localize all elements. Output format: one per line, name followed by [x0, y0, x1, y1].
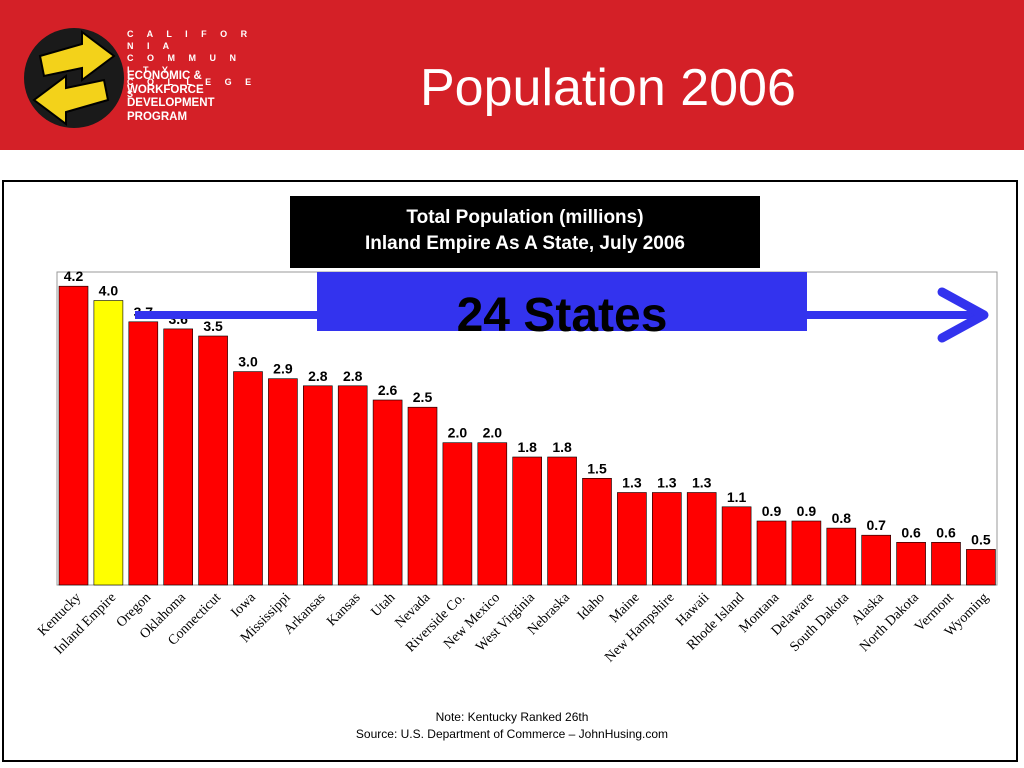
- footnote: Note: Kentucky Ranked 26th: [435, 710, 589, 724]
- value-label: 0.6: [936, 524, 956, 540]
- chart-title-line1: Total Population (millions): [406, 207, 644, 228]
- bar-vermont: [931, 541, 961, 586]
- bar-delaware: [791, 520, 822, 586]
- bar-oklahoma: [163, 328, 193, 586]
- logo-org-text: C A L I F O R N I A C O M M U N I T Y C …: [127, 29, 257, 99]
- value-label: 0.5: [971, 531, 991, 547]
- bar-inland-empire: [93, 300, 124, 586]
- value-label: 1.3: [692, 475, 712, 491]
- value-label: 0.6: [901, 524, 921, 540]
- chart-frame: [2, 180, 1018, 762]
- value-label: 0.9: [762, 503, 782, 519]
- value-label: 0.9: [797, 503, 817, 519]
- bar-hawaii: [686, 492, 717, 586]
- category-label: Iowa: [228, 590, 259, 621]
- value-label: 4.0: [99, 283, 119, 299]
- bar-new-mexico: [477, 442, 508, 586]
- source-citation: Source: U.S. Department of Commerce – Jo…: [355, 727, 669, 741]
- value-label: 3.5: [203, 318, 223, 334]
- bar-new-hampshire: [651, 492, 682, 586]
- bar-nevada: [407, 406, 438, 586]
- value-label: 2.5: [413, 389, 433, 405]
- value-label: 1.1: [727, 489, 747, 505]
- bar-connecticut: [198, 335, 228, 586]
- bar-west-virginia: [512, 456, 543, 586]
- value-label: 0.8: [832, 510, 852, 526]
- bar-riverside-co: [442, 442, 473, 586]
- value-label: 2.9: [273, 361, 293, 377]
- community-colleges-logo: [24, 28, 124, 128]
- bar-wyoming: [966, 549, 996, 586]
- chart-title-line2: Inland Empire As A State, July 2006: [365, 233, 685, 254]
- bar-alaska: [861, 534, 892, 586]
- bar-north-dakota: [896, 541, 926, 586]
- value-label: 2.0: [483, 425, 503, 441]
- slide-title: Population 2006: [420, 59, 796, 117]
- value-label: 2.8: [308, 368, 328, 384]
- value-label: 2.6: [378, 382, 398, 398]
- bar-arkansas: [302, 385, 333, 586]
- value-label: 3.0: [238, 354, 258, 370]
- callout-label: 24 States: [457, 289, 668, 342]
- logo-program-text: ECONOMIC & WORKFORCE DEVELOPMENT PROGRAM: [127, 70, 215, 123]
- chart-title: Total Population (millions) Inland Empir…: [290, 196, 760, 268]
- bar-rhode-island: [721, 506, 752, 586]
- bar-iowa: [233, 371, 263, 586]
- category-label: Kansas: [324, 590, 363, 629]
- category-label: Utah: [369, 590, 399, 620]
- bar-south-dakota: [826, 527, 857, 586]
- bar-nebraska: [547, 456, 577, 586]
- category-label: Inland Empire: [52, 590, 120, 658]
- value-label: 2.0: [448, 425, 468, 441]
- value-label: 4.2: [64, 268, 84, 284]
- value-label: 1.8: [517, 439, 537, 455]
- value-label: 1.5: [587, 460, 607, 476]
- bar-kentucky: [58, 285, 89, 586]
- bar-utah: [372, 399, 403, 586]
- value-label: 1.3: [657, 475, 677, 491]
- bar-kansas: [337, 385, 368, 586]
- value-label: 2.8: [343, 368, 363, 384]
- bar-oregon: [128, 321, 159, 586]
- value-label: 0.7: [866, 517, 886, 533]
- arrow-right-icon: [937, 287, 989, 343]
- bar-maine: [617, 492, 647, 586]
- value-label: 1.3: [622, 475, 642, 491]
- bar-montana: [756, 520, 787, 586]
- bar-idaho: [582, 477, 612, 586]
- callout-box: [317, 272, 807, 331]
- callout-layer: 24 States: [135, 272, 989, 343]
- header-banner: [0, 0, 1024, 150]
- bar-mississippi: [268, 378, 298, 586]
- value-label: 1.8: [552, 439, 572, 455]
- category-label: Idaho: [575, 590, 608, 623]
